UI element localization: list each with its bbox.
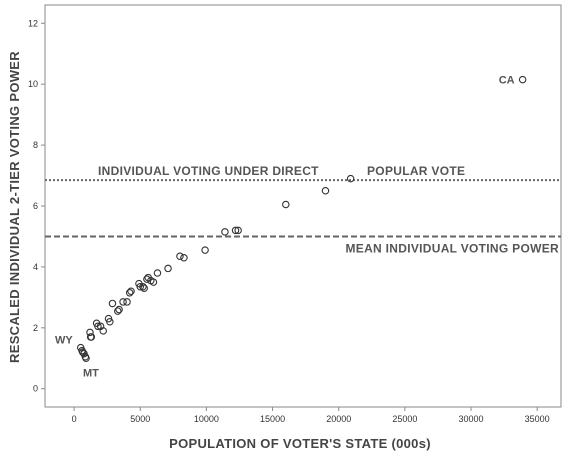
data-point (176, 252, 184, 261)
plot-frame (44, 4, 562, 408)
x-tick-label: 20000 (326, 414, 351, 424)
data-point (115, 305, 123, 314)
reference-lines: INDIVIDUAL VOTING UNDER DIRECT POPULAR VO… (45, 164, 561, 255)
data-point (346, 174, 355, 183)
data-point (86, 333, 95, 341)
y-tick-label: 12 (28, 18, 38, 28)
data-point (114, 307, 122, 315)
point-label: CA (499, 75, 515, 87)
data-point (82, 354, 90, 363)
data-point (106, 317, 114, 326)
data-point (143, 275, 151, 283)
data-point (99, 327, 107, 335)
data-point (282, 200, 290, 209)
data-point (108, 299, 117, 308)
axis-ticks: 0 5000 10000 15000 20000 25000 30000 35000 0 2 4 6 8… (28, 18, 550, 424)
data-point (119, 298, 127, 306)
data-point (127, 287, 135, 296)
data-point (136, 282, 145, 291)
direct-popular-vote-label-end: POPULAR VOTE (367, 164, 465, 178)
data-point (149, 278, 158, 286)
data-point (234, 226, 242, 235)
x-tick-label: 30000 (459, 414, 484, 424)
data-point (86, 328, 94, 337)
data-point (518, 75, 527, 84)
data-point (139, 282, 147, 291)
data-point (201, 246, 209, 254)
mean-voting-power-label: MEAN INDIVIDUAL VOTING POWER (345, 241, 559, 255)
y-tick-label: 2 (33, 323, 38, 333)
y-tick-label: 0 (33, 384, 38, 394)
data-points (76, 75, 527, 363)
data-point (321, 187, 330, 195)
y-tick-label: 10 (28, 79, 38, 89)
y-tick-label: 8 (33, 140, 38, 150)
data-point (164, 264, 172, 273)
data-point (125, 289, 134, 297)
x-tick-label: 25000 (392, 414, 417, 424)
x-tick-label: 10000 (194, 414, 219, 424)
data-point (221, 228, 229, 236)
data-point (231, 226, 240, 235)
x-tick-label: 35000 (525, 414, 550, 424)
data-point (94, 322, 102, 331)
y-tick-label: 6 (33, 201, 38, 211)
point-label: MT (83, 367, 99, 379)
data-point (123, 298, 131, 306)
y-axis-title: RESCALED INDIVIDUAL 2-TIER VOTING POWER (7, 51, 22, 363)
y-tick-label: 4 (33, 262, 38, 272)
point-label: WY (55, 335, 73, 347)
x-tick-label: 15000 (260, 414, 285, 424)
x-tick-label: 5000 (130, 414, 150, 424)
data-point (153, 269, 162, 277)
x-axis-title: POPULATION OF VOTER'S STATE (000s) (169, 436, 431, 451)
data-point (140, 284, 148, 292)
point-annotations: CA WY MT (55, 75, 515, 380)
data-point (180, 254, 188, 262)
x-tick-label: 0 (72, 414, 77, 424)
direct-popular-vote-label: INDIVIDUAL VOTING UNDER DIRECT (98, 164, 319, 178)
